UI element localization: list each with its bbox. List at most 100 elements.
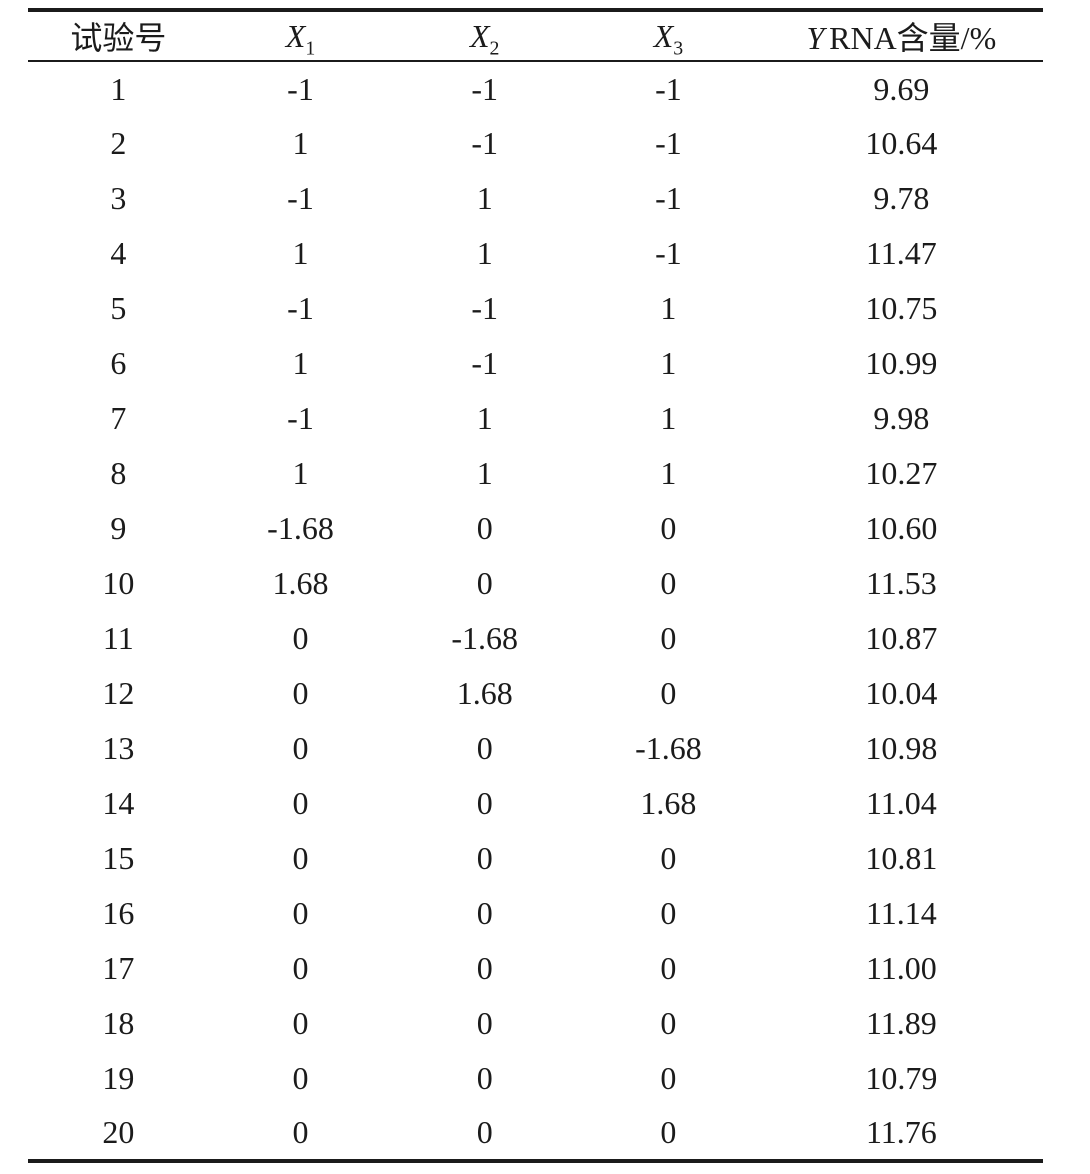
table-header: 试验号 X1 X2 X3 Y RNA含量/%	[28, 10, 1043, 61]
x3-value-cell: 0	[660, 565, 677, 601]
table-row: 18 0 0 0 11.89	[28, 996, 1043, 1051]
y-value-cell: 11.14	[865, 895, 937, 931]
run-number-cell: 10	[102, 565, 135, 601]
y-value-cell: 10.87	[865, 620, 938, 656]
x2-value-cell: 0	[476, 1114, 493, 1150]
y-value-cell: 11.89	[865, 1005, 937, 1041]
header-x2-variable: X	[469, 17, 490, 54]
experiment-design-table: 试验号 X1 X2 X3 Y RNA含量/% 1 -1 -1 -1 9.69 2 1 -1 -1 1…	[28, 8, 1043, 1163]
x1-value-cell: 0	[292, 1005, 309, 1041]
header-x2-subscript: 2	[489, 36, 500, 59]
table-row: 15 0 0 0 10.81	[28, 831, 1043, 886]
header-run-number: 试验号	[28, 10, 209, 61]
table-row: 1 -1 -1 -1 9.69	[28, 61, 1043, 116]
header-y-variable: Y	[806, 20, 825, 56]
x1-value-cell: 0	[292, 620, 309, 656]
run-number-cell: 2	[110, 125, 127, 161]
run-number-cell: 17	[102, 950, 135, 986]
header-x1-variable: X	[285, 17, 306, 54]
run-number-cell: 15	[102, 840, 135, 876]
y-value-cell: 9.98	[873, 400, 930, 436]
x3-value-cell: 0	[660, 895, 677, 931]
x3-value-cell: 0	[660, 1005, 677, 1041]
x2-value-cell: 1	[476, 180, 493, 216]
x1-value-cell: 1.68	[272, 565, 329, 601]
table-row: 11 0 -1.68 0 10.87	[28, 611, 1043, 666]
y-value-cell: 9.78	[873, 180, 930, 216]
run-number-cell: 4	[110, 235, 127, 271]
y-value-cell: 11.00	[865, 950, 937, 986]
table-row: 17 0 0 0 11.00	[28, 941, 1043, 996]
run-number-cell: 19	[102, 1060, 135, 1096]
x3-value-cell: 1	[660, 290, 677, 326]
x3-value-cell: 0	[660, 620, 677, 656]
x3-value-cell: -1	[655, 235, 682, 271]
x3-value-cell: 0	[660, 510, 677, 546]
x3-value-cell: 0	[660, 1060, 677, 1096]
header-y-rna-content: Y RNA含量/%	[760, 10, 1043, 61]
run-number-cell: 12	[102, 675, 135, 711]
x2-value-cell: 0	[476, 785, 493, 821]
header-y-label: RNA含量/%	[829, 20, 997, 56]
table-row: 16 0 0 0 11.14	[28, 886, 1043, 941]
table-row: 3 -1 1 -1 9.78	[28, 171, 1043, 226]
y-value-cell: 10.64	[865, 125, 938, 161]
experiment-design-table-container: 试验号 X1 X2 X3 Y RNA含量/% 1 -1 -1 -1 9.69 2 1 -1 -1 1…	[28, 8, 1043, 1163]
y-value-cell: 11.47	[865, 235, 937, 271]
header-x3: X3	[577, 10, 760, 61]
run-number-cell: 7	[110, 400, 127, 436]
x2-value-cell: 0	[476, 565, 493, 601]
x1-value-cell: 1	[292, 345, 309, 381]
y-value-cell: 10.79	[865, 1060, 938, 1096]
table-row: 7 -1 1 1 9.98	[28, 391, 1043, 446]
x2-value-cell: 1	[476, 235, 493, 271]
x1-value-cell: 1	[292, 455, 309, 491]
x1-value-cell: 1	[292, 235, 309, 271]
table-row: 14 0 0 1.68 11.04	[28, 776, 1043, 831]
run-number-cell: 5	[110, 290, 127, 326]
header-x2: X2	[392, 10, 577, 61]
x3-value-cell: 1	[660, 455, 677, 491]
x3-value-cell: 1.68	[640, 785, 697, 821]
x2-value-cell: 0	[476, 950, 493, 986]
table-row: 9 -1.68 0 0 10.60	[28, 501, 1043, 556]
table-row: 10 1.68 0 0 11.53	[28, 556, 1043, 611]
x1-value-cell: 0	[292, 895, 309, 931]
x1-value-cell: -1	[287, 180, 314, 216]
x2-value-cell: 1.68	[456, 675, 513, 711]
y-value-cell: 10.75	[865, 290, 938, 326]
run-number-cell: 13	[102, 730, 135, 766]
y-value-cell: 10.98	[865, 730, 938, 766]
x3-value-cell: 1	[660, 345, 677, 381]
run-number-cell: 16	[102, 895, 135, 931]
run-number-cell: 3	[110, 180, 127, 216]
header-x1-subscript: 1	[305, 36, 316, 59]
y-value-cell: 10.99	[865, 345, 938, 381]
x1-value-cell: 0	[292, 840, 309, 876]
table-row: 5 -1 -1 1 10.75	[28, 281, 1043, 336]
x2-value-cell: -1.68	[451, 620, 519, 656]
x3-value-cell: 0	[660, 840, 677, 876]
x2-value-cell: -1	[471, 125, 499, 161]
x2-value-cell: -1	[471, 70, 499, 107]
header-x1: X1	[209, 10, 393, 61]
x1-value-cell: 0	[292, 1060, 309, 1096]
x3-value-cell: -1	[655, 70, 682, 107]
x1-value-cell: 0	[292, 950, 309, 986]
table-row: 6 1 -1 1 10.99	[28, 336, 1043, 391]
x1-value-cell: 0	[292, 785, 309, 821]
header-run-number-label: 试验号	[70, 20, 167, 56]
x3-value-cell: 0	[660, 675, 677, 711]
x3-value-cell: 0	[660, 1114, 677, 1150]
run-number-cell: 1	[110, 70, 127, 107]
header-row: 试验号 X1 X2 X3 Y RNA含量/%	[28, 10, 1043, 61]
run-number-cell: 8	[110, 455, 127, 491]
x2-value-cell: 0	[476, 840, 493, 876]
x2-value-cell: 0	[476, 1060, 493, 1096]
y-value-cell: 10.81	[865, 840, 938, 876]
x3-value-cell: 0	[660, 950, 677, 986]
table-row: 12 0 1.68 0 10.04	[28, 666, 1043, 721]
x1-value-cell: -1	[287, 290, 314, 326]
x2-value-cell: 1	[476, 455, 493, 491]
run-number-cell: 20	[102, 1114, 135, 1150]
